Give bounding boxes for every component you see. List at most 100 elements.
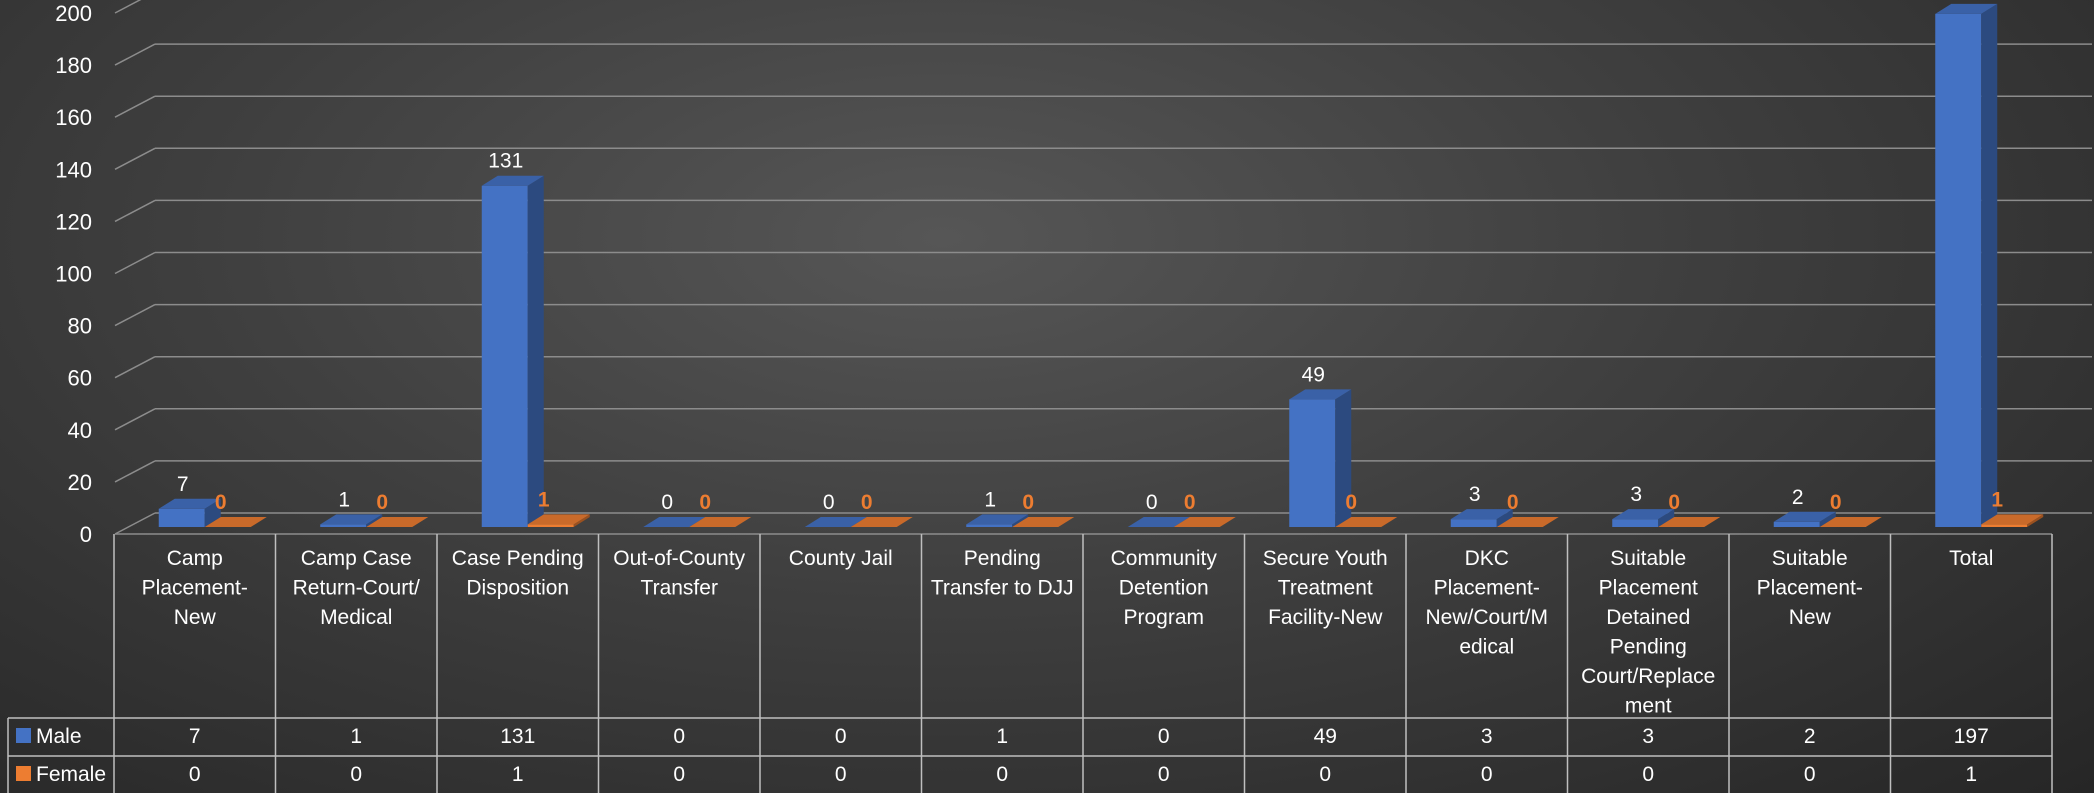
category-label: Camp Case Return-Court/Medical bbox=[293, 547, 420, 629]
table-cell-female: 0 bbox=[835, 763, 847, 786]
category-label: DKC Placement-New/Court/M edical bbox=[1425, 547, 1548, 659]
data-label-female: 0 bbox=[1507, 491, 1519, 514]
bar-side-female bbox=[573, 514, 590, 527]
bar-top-male bbox=[320, 514, 383, 525]
data-label-female: 1 bbox=[538, 488, 550, 511]
gridline-side bbox=[114, 408, 156, 431]
table-cell-female: 0 bbox=[189, 763, 201, 786]
y-tick-label: 0 bbox=[80, 522, 92, 547]
data-label-female: 0 bbox=[699, 491, 711, 514]
bar-top-male bbox=[1935, 3, 1998, 14]
bar-side-male bbox=[1335, 389, 1352, 527]
bar-side-female bbox=[2027, 514, 2044, 527]
bar-side-male bbox=[1012, 514, 1029, 527]
table-cell-female: 0 bbox=[996, 763, 1008, 786]
table-cell-female: 1 bbox=[512, 763, 524, 786]
data-label-female: 0 bbox=[1345, 491, 1357, 514]
category-label: Out-of-County Transfer bbox=[613, 547, 745, 600]
gridline-side bbox=[114, 512, 156, 535]
table-cell-male: 2 bbox=[1804, 725, 1816, 748]
y-tick-label: 20 bbox=[68, 470, 92, 495]
data-labels: 7 1 131 0 0 1 0 49 3 3 2 197 0 0 1 0 0 0 0 0 0 0 0 1 bbox=[177, 0, 2004, 514]
category-label: Suitable Placement Detained Pending Court/Re… bbox=[1581, 547, 1715, 718]
table-cell-male: 7 bbox=[189, 725, 201, 748]
bar-top-female bbox=[204, 517, 267, 527]
y-tick-label: 200 bbox=[55, 1, 92, 26]
data-label-male: 1 bbox=[338, 488, 350, 511]
gridlines bbox=[114, 0, 2092, 535]
bar-top-female bbox=[1658, 517, 1721, 527]
data-label-male: 131 bbox=[488, 150, 523, 173]
y-tick-label: 120 bbox=[55, 209, 92, 234]
bar-male bbox=[158, 508, 205, 527]
bar-side-male bbox=[1496, 509, 1513, 527]
table-cell-male: 49 bbox=[1314, 725, 1337, 748]
bar-top-male bbox=[1612, 509, 1675, 520]
bars bbox=[158, 3, 2044, 527]
table-cell-female: 0 bbox=[1158, 763, 1170, 786]
y-tick-label: 160 bbox=[55, 105, 92, 130]
legend-key-male bbox=[16, 728, 31, 743]
data-label-female: 0 bbox=[215, 491, 227, 514]
bar-top-female bbox=[689, 517, 752, 527]
table-cell-male: 0 bbox=[835, 725, 847, 748]
data-label-female: 0 bbox=[376, 491, 388, 514]
bar-top-female bbox=[527, 514, 590, 525]
legend-key-female bbox=[16, 766, 31, 781]
data-label-female: 0 bbox=[1022, 491, 1034, 514]
table-cell-female: 0 bbox=[673, 763, 685, 786]
bar-male bbox=[1773, 521, 1820, 527]
bar-male bbox=[1935, 13, 1982, 527]
bar-side-male bbox=[1981, 3, 1998, 527]
bar-female bbox=[527, 524, 574, 527]
bar-male bbox=[1289, 399, 1336, 527]
bar-top-male bbox=[1127, 517, 1190, 527]
category-label: Camp Placement-New bbox=[142, 547, 248, 629]
table-cell-female: 0 bbox=[350, 763, 362, 786]
bar-female bbox=[1981, 524, 2028, 527]
data-label-male: 0 bbox=[661, 491, 673, 514]
bar-side-male bbox=[204, 498, 221, 527]
legend-label-female: Female bbox=[36, 763, 106, 786]
category-label: Secure Youth Treatment Facility-New bbox=[1263, 547, 1388, 629]
data-label-female: 0 bbox=[1830, 491, 1842, 514]
table-cell-male: 0 bbox=[1158, 725, 1170, 748]
bar-male bbox=[1612, 519, 1659, 527]
data-label-male: 1 bbox=[984, 488, 996, 511]
bar-top-male bbox=[1773, 511, 1836, 522]
y-axis: 0 20 40 60 80 100 120 140 160 180 200 bbox=[55, 1, 92, 547]
data-label-female: 0 bbox=[861, 491, 873, 514]
bar-top-male bbox=[643, 517, 706, 527]
bar-side-male bbox=[366, 514, 383, 527]
gridline-side bbox=[114, 356, 156, 379]
bar-male bbox=[966, 524, 1013, 527]
category-label: Pending Transfer to DJJ bbox=[931, 547, 1074, 600]
gridline-side bbox=[114, 303, 156, 327]
table-cell-female: 0 bbox=[1319, 763, 1331, 786]
table-cell-male: 1 bbox=[996, 725, 1008, 748]
y-tick-label: 100 bbox=[55, 262, 92, 287]
bar-top-female bbox=[1819, 517, 1882, 527]
y-tick-label: 80 bbox=[68, 314, 92, 339]
table-cell-female: 1 bbox=[1965, 763, 1977, 786]
y-tick-label: 40 bbox=[68, 418, 92, 443]
bar-top-male bbox=[158, 498, 221, 509]
gridline-side bbox=[114, 199, 156, 223]
table-cell-male: 3 bbox=[1481, 725, 1493, 748]
data-label-female: 0 bbox=[1668, 491, 1680, 514]
bar-top-male bbox=[966, 514, 1029, 525]
category-label: Case Pending Disposition bbox=[452, 547, 584, 600]
data-label-male: 7 bbox=[177, 473, 189, 496]
legend-label-male: Male bbox=[36, 725, 82, 748]
gridline-side bbox=[114, 43, 156, 66]
data-label-male: 2 bbox=[1792, 486, 1804, 509]
gridline-side bbox=[114, 147, 156, 170]
y-tick-label: 180 bbox=[55, 53, 92, 78]
data-label-male: 3 bbox=[1630, 483, 1642, 506]
table-cell-male: 197 bbox=[1954, 725, 1989, 748]
y-tick-label: 60 bbox=[68, 366, 92, 391]
table-cell-male: 131 bbox=[500, 725, 535, 748]
data-label-male: 0 bbox=[1146, 491, 1158, 514]
table-cell-male: 1 bbox=[350, 725, 362, 748]
